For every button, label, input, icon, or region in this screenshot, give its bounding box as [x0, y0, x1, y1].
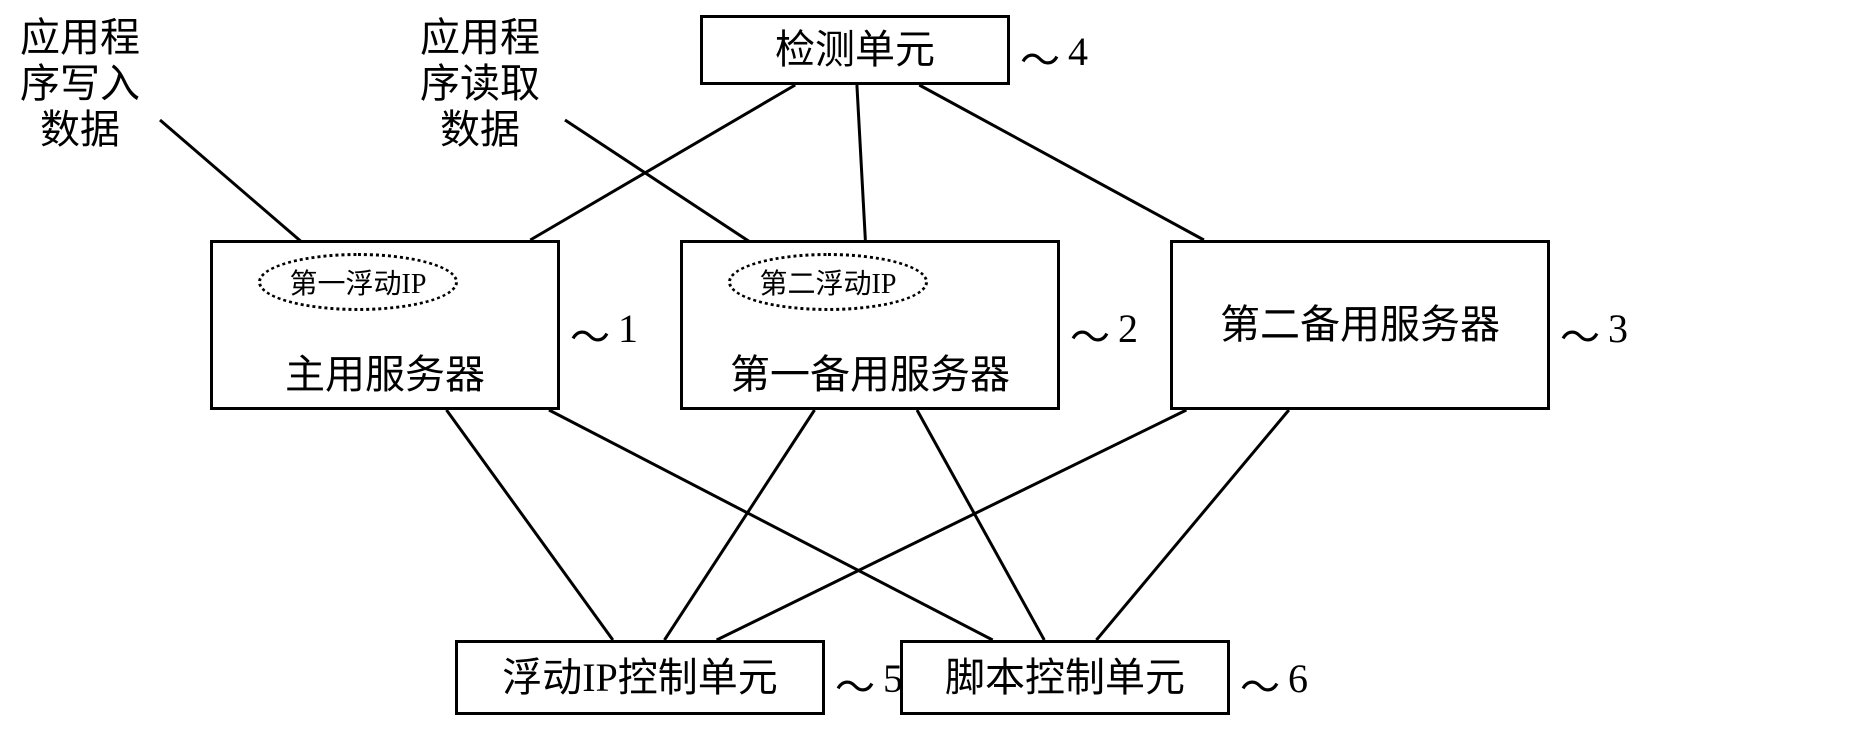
node-first-standby-label: 第一备用服务器 [730, 353, 1010, 397]
node-floating-ip-control: 浮动IP控制单元 [455, 640, 825, 715]
ellipse-first-label: 第一浮动IP [290, 262, 427, 302]
node-primary-server: 第一浮动IP 主用服务器 [210, 240, 560, 410]
edge-standby2-float_ip [717, 410, 1187, 640]
tilde-6: ～ [1240, 655, 1280, 713]
node-detect-label: 检测单元 [775, 28, 935, 72]
node-second-standby-label: 第二备用服务器 [1220, 303, 1500, 347]
edge-detect-standby1 [857, 85, 865, 240]
diagram-canvas: 应用程 序写入 数据 应用程 序读取 数据 检测单元 ～ 4 第一浮动IP 主用… [0, 0, 1872, 736]
ellipse-second-floating-ip: 第二浮动IP [728, 253, 928, 311]
tilde-2: ～ [1070, 305, 1110, 363]
node-primary-label: 主用服务器 [285, 353, 485, 397]
num-3: 3 [1608, 305, 1628, 352]
edge-standby2-script [1096, 410, 1288, 640]
ellipse-first-floating-ip: 第一浮动IP [258, 253, 458, 311]
tilde-1: ～ [570, 305, 610, 363]
num-4: 4 [1068, 28, 1088, 75]
edge-primary-float_ip [446, 410, 612, 640]
edge-detect-primary [530, 85, 795, 240]
num-1: 1 [618, 305, 638, 352]
num-2: 2 [1118, 305, 1138, 352]
ellipse-second-label: 第二浮动IP [760, 262, 897, 302]
tilde-4: ～ [1020, 28, 1060, 86]
annotation-read-data: 应用程 序读取 数据 [420, 15, 540, 153]
edge-standby1-float_ip [664, 410, 814, 640]
tilde-3: ～ [1560, 305, 1600, 363]
node-script-control: 脚本控制单元 [900, 640, 1230, 715]
node-floating-ip-label: 浮动IP控制单元 [502, 656, 778, 700]
edge-detect-standby2 [919, 85, 1204, 240]
node-detect-unit: 检测单元 [700, 15, 1010, 85]
node-script-label: 脚本控制单元 [945, 656, 1185, 700]
node-first-standby-server: 第二浮动IP 第一备用服务器 [680, 240, 1060, 410]
annotation-write-data: 应用程 序写入 数据 [20, 15, 140, 153]
num-6: 6 [1288, 655, 1308, 702]
node-second-standby-server: 第二备用服务器 [1170, 240, 1550, 410]
edge-standby1-script [917, 410, 1044, 640]
edge-primary-script [549, 410, 993, 640]
tilde-5: ～ [835, 655, 875, 713]
